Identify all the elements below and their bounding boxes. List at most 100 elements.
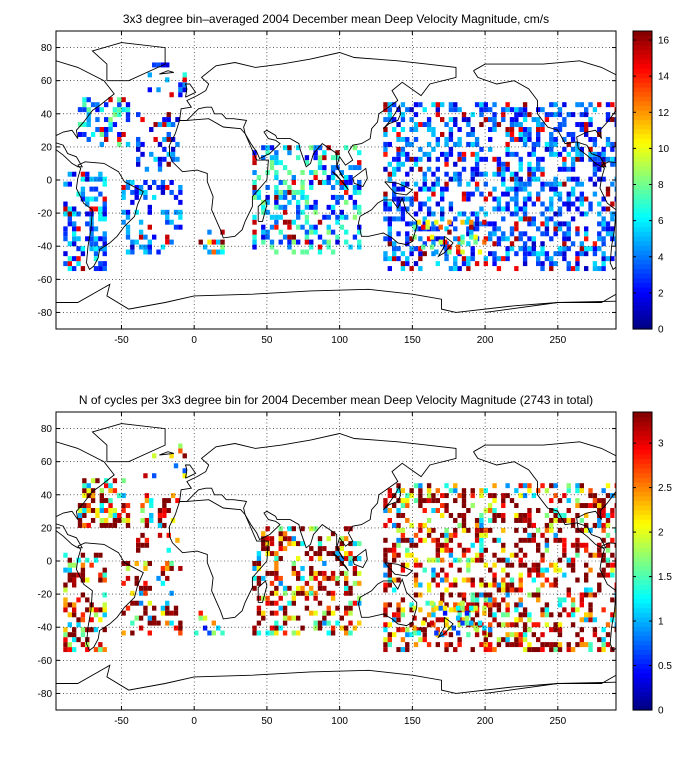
data-bin xyxy=(169,620,174,626)
data-bin xyxy=(330,155,336,161)
data-bin xyxy=(156,87,161,93)
data-bin xyxy=(496,642,502,648)
data-bin xyxy=(198,239,203,245)
data-bin xyxy=(198,610,203,616)
data-bin xyxy=(178,87,183,93)
data-bin xyxy=(396,627,401,633)
data-bin xyxy=(588,612,593,618)
data-bin xyxy=(527,517,532,523)
data-bin xyxy=(383,141,388,147)
data-bin xyxy=(140,517,145,523)
data-bin xyxy=(501,493,506,499)
data-bin xyxy=(178,189,183,195)
y-tick-label: -60 xyxy=(38,275,53,286)
coastline xyxy=(257,580,268,603)
data-bin xyxy=(143,249,148,255)
data-bin xyxy=(601,512,606,518)
data-bin xyxy=(448,136,454,142)
data-bin xyxy=(117,107,122,113)
data-bin xyxy=(488,622,493,628)
colorbar-segment xyxy=(633,259,652,265)
data-bin xyxy=(357,184,362,190)
data-bin xyxy=(93,196,99,202)
data-bin xyxy=(348,630,353,636)
data-bin xyxy=(540,186,545,192)
data-bin xyxy=(426,196,432,202)
data-bin xyxy=(82,483,87,489)
data-bin xyxy=(291,180,296,185)
colorbar-segment xyxy=(633,142,652,149)
data-bin xyxy=(102,231,107,237)
data-bin xyxy=(549,562,554,568)
data-bin xyxy=(80,176,86,182)
colorbar-segment xyxy=(633,412,652,418)
data-bin xyxy=(422,617,427,623)
data-bin xyxy=(557,151,563,157)
data-bin xyxy=(313,625,318,631)
data-bin xyxy=(300,526,305,532)
data-bin xyxy=(387,637,392,643)
data-bin xyxy=(162,156,167,162)
data-bin xyxy=(461,592,467,598)
data-bin xyxy=(418,102,423,108)
data-bin xyxy=(143,605,148,611)
data-bin xyxy=(431,572,436,578)
data-bin xyxy=(509,632,515,638)
x-tick-label: 200 xyxy=(477,335,494,346)
colorbar-tick-label: 14 xyxy=(658,72,670,83)
data-bin xyxy=(400,181,406,187)
data-bin xyxy=(584,112,589,118)
data-bin xyxy=(527,251,532,257)
data-bin xyxy=(536,141,541,147)
data-bin xyxy=(104,102,109,108)
data-bin xyxy=(514,542,519,548)
data-bin xyxy=(457,136,462,142)
data-bin xyxy=(474,226,480,232)
data-bin xyxy=(566,191,571,197)
data-bin xyxy=(317,620,323,626)
data-bin xyxy=(136,146,141,152)
data-bin xyxy=(553,251,558,257)
data-bin xyxy=(444,642,449,648)
data-bin xyxy=(453,647,458,653)
data-bin xyxy=(557,191,563,197)
data-bin xyxy=(470,211,475,217)
data-bin xyxy=(269,160,275,166)
data-bin xyxy=(492,221,497,227)
data-bin xyxy=(496,226,502,232)
data-bin xyxy=(584,266,589,272)
data-bin xyxy=(453,483,458,489)
data-bin xyxy=(357,204,362,210)
data-bin xyxy=(562,251,567,257)
data-bin xyxy=(339,615,344,621)
data-bin xyxy=(461,156,467,162)
data-bin xyxy=(457,622,462,628)
data-bin xyxy=(536,176,541,182)
data-bin xyxy=(557,221,563,227)
data-bin xyxy=(527,236,532,242)
data-bin xyxy=(469,620,474,626)
data-bin xyxy=(566,112,571,118)
data-bin xyxy=(496,241,502,247)
data-bin xyxy=(575,632,580,638)
data-bin xyxy=(444,617,449,623)
data-bin xyxy=(614,562,616,568)
data-bin xyxy=(470,141,475,147)
data-bin xyxy=(313,175,318,180)
data-bin xyxy=(464,219,470,225)
colorbar-segment xyxy=(633,277,652,284)
data-bin xyxy=(597,231,602,237)
data-bin xyxy=(453,488,458,494)
data-bin xyxy=(527,161,532,167)
data-bin xyxy=(76,557,81,563)
data-bin xyxy=(357,189,362,195)
data-bin xyxy=(153,156,158,162)
data-bin xyxy=(544,512,550,518)
data-bin xyxy=(505,493,510,499)
data-bin xyxy=(383,127,388,132)
data-bin xyxy=(67,206,72,212)
colorbar-segment xyxy=(633,63,652,69)
data-bin xyxy=(474,186,480,192)
data-bin xyxy=(422,122,427,128)
data-bin xyxy=(496,557,502,563)
